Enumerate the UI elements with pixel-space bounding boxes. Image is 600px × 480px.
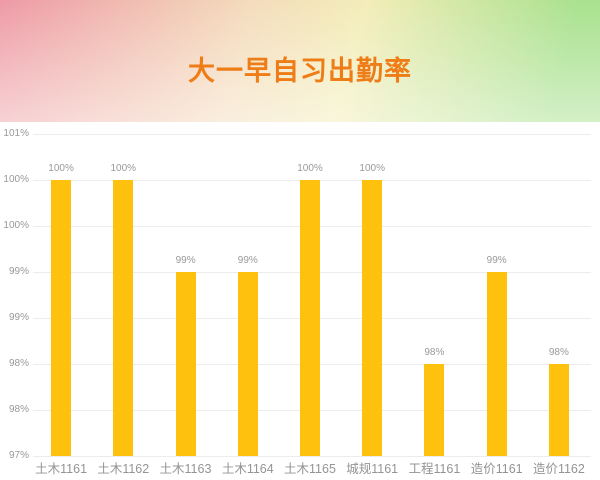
x-category-label: 土木1164: [221, 462, 274, 476]
bar-value-label: 98%: [548, 347, 569, 358]
x-category-label: 土木1162: [97, 462, 150, 476]
attendance-bar-chart: 101% 100% 100% 99% 99% 98% 98% 97% 100% 土木1161 100…: [0, 122, 600, 480]
y-axis-tick-label: 100%: [3, 174, 29, 185]
bar[interactable]: [113, 180, 134, 456]
bar-value-label: 98%: [424, 347, 445, 358]
bar[interactable]: [424, 364, 445, 456]
bar[interactable]: [300, 180, 320, 456]
x-category-label: 工程1161: [408, 462, 461, 476]
bar[interactable]: [486, 272, 507, 456]
y-axis-tick-label: 99%: [8, 312, 29, 323]
y-axis-tick-label: 98%: [8, 358, 29, 369]
x-category-label: 土木1161: [35, 462, 88, 476]
bar[interactable]: [237, 272, 258, 456]
bar-value-label: 99%: [486, 255, 507, 266]
x-category-label: 土木1165: [284, 462, 336, 476]
header-banner: 大一早自习出勤率: [0, 0, 600, 122]
page-title: 大一早自习出勤率: [188, 55, 412, 86]
bar-value-label: 100%: [359, 163, 385, 174]
y-axis-tick-label: 98%: [8, 404, 29, 415]
gridline: [33, 456, 591, 457]
gridline: [33, 134, 591, 135]
bar[interactable]: [362, 180, 383, 456]
y-axis-tick-label: 99%: [8, 266, 29, 277]
bar-value-label: 99%: [175, 255, 196, 266]
x-category-label: 城规1161: [346, 462, 399, 476]
y-axis-tick-label: 100%: [3, 220, 29, 231]
bar-value-label: 99%: [237, 255, 258, 266]
bar[interactable]: [175, 272, 196, 456]
bar-value-label: 100%: [110, 163, 137, 174]
x-category-label: 造价1162: [532, 462, 585, 476]
bar-value-label: 100%: [297, 163, 323, 174]
bar-value-label: 100%: [48, 163, 74, 174]
y-axis-tick-label: 97%: [8, 450, 29, 461]
x-category-label: 造价1161: [470, 462, 523, 476]
x-category-label: 土木1163: [159, 462, 212, 476]
bar[interactable]: [51, 180, 72, 456]
bar[interactable]: [548, 364, 569, 456]
y-axis-tick-label: 101%: [3, 128, 29, 139]
